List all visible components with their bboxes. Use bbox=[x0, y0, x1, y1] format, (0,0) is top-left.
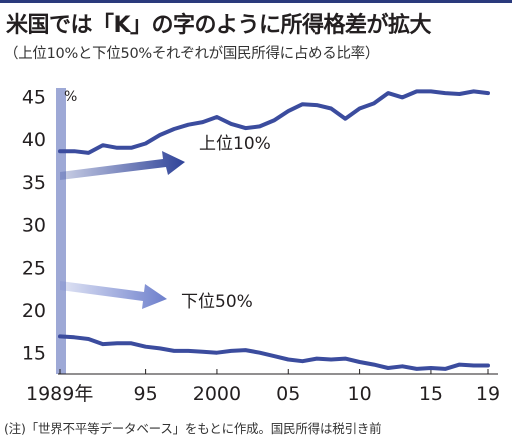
chart-subtitle: （上位10%と下位50%それぞれが国民所得に占める比率） bbox=[4, 46, 380, 62]
y-tick-label: 30 bbox=[22, 215, 46, 237]
y-axis-unit-label: % bbox=[64, 89, 77, 105]
y-tick-label: 25 bbox=[22, 257, 46, 279]
x-tick-label: 2000 bbox=[193, 383, 241, 405]
x-axis-ticks: 1989年 95 2000 05 10 15 19 bbox=[26, 369, 500, 405]
x-tick-label: 10 bbox=[348, 383, 372, 405]
downward-trend-arrow bbox=[60, 281, 167, 309]
series-line-bottom50 bbox=[58, 334, 490, 371]
y-tick-label: 15 bbox=[22, 343, 46, 365]
y-tick-label: 35 bbox=[22, 172, 46, 194]
chart-title: 米国では「K」の字のように所得格差が拡大 bbox=[6, 13, 432, 38]
y-tick-label: 45 bbox=[22, 87, 46, 109]
x-tick-label: 15 bbox=[419, 383, 443, 405]
x-tick-label: 05 bbox=[276, 383, 300, 405]
series-line-top10 bbox=[58, 89, 490, 155]
series-label-bottom50: 下位50% bbox=[181, 292, 253, 312]
y-axis-band bbox=[56, 88, 66, 374]
series-lines bbox=[58, 89, 490, 371]
x-tick-label: 95 bbox=[134, 383, 158, 405]
y-tick-label: 20 bbox=[22, 300, 46, 322]
x-tick-label: 19 bbox=[476, 383, 500, 405]
top-rule bbox=[0, 0, 512, 3]
series-label-top10: 上位10% bbox=[199, 134, 271, 154]
upward-trend-arrow bbox=[60, 151, 185, 180]
footnote: (注)「世界不平等データベース」をもとに作成。国民所得は税引き前 bbox=[4, 421, 382, 436]
y-axis-ticks: 15 20 25 30 35 40 45 bbox=[22, 87, 46, 365]
y-tick-label: 40 bbox=[22, 129, 46, 151]
x-tick-label: 1989年 bbox=[26, 383, 93, 405]
